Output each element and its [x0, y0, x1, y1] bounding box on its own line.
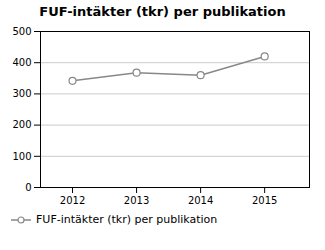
html-text:FUF-intäkter (tkr) per publika: FUF-intäkter (tkr) per publikation: [39, 4, 286, 19]
svg-text:300: 300: [12, 88, 31, 99]
svg-text:2013: 2013: [124, 195, 149, 206]
html-text:FUF-intäkter (tkr) per publika: FUF-intäkter (tkr) per publikation: [36, 213, 218, 226]
svg-text:400: 400: [12, 57, 31, 68]
svg-text:2015: 2015: [252, 195, 277, 206]
svg-text:0: 0: [25, 182, 31, 193]
svg-text:2012: 2012: [60, 195, 85, 206]
svg-text:200: 200: [12, 119, 31, 130]
svg-text:2014: 2014: [188, 195, 213, 206]
svg-text:500: 500: [12, 26, 31, 37]
svg-text:100: 100: [12, 151, 31, 162]
